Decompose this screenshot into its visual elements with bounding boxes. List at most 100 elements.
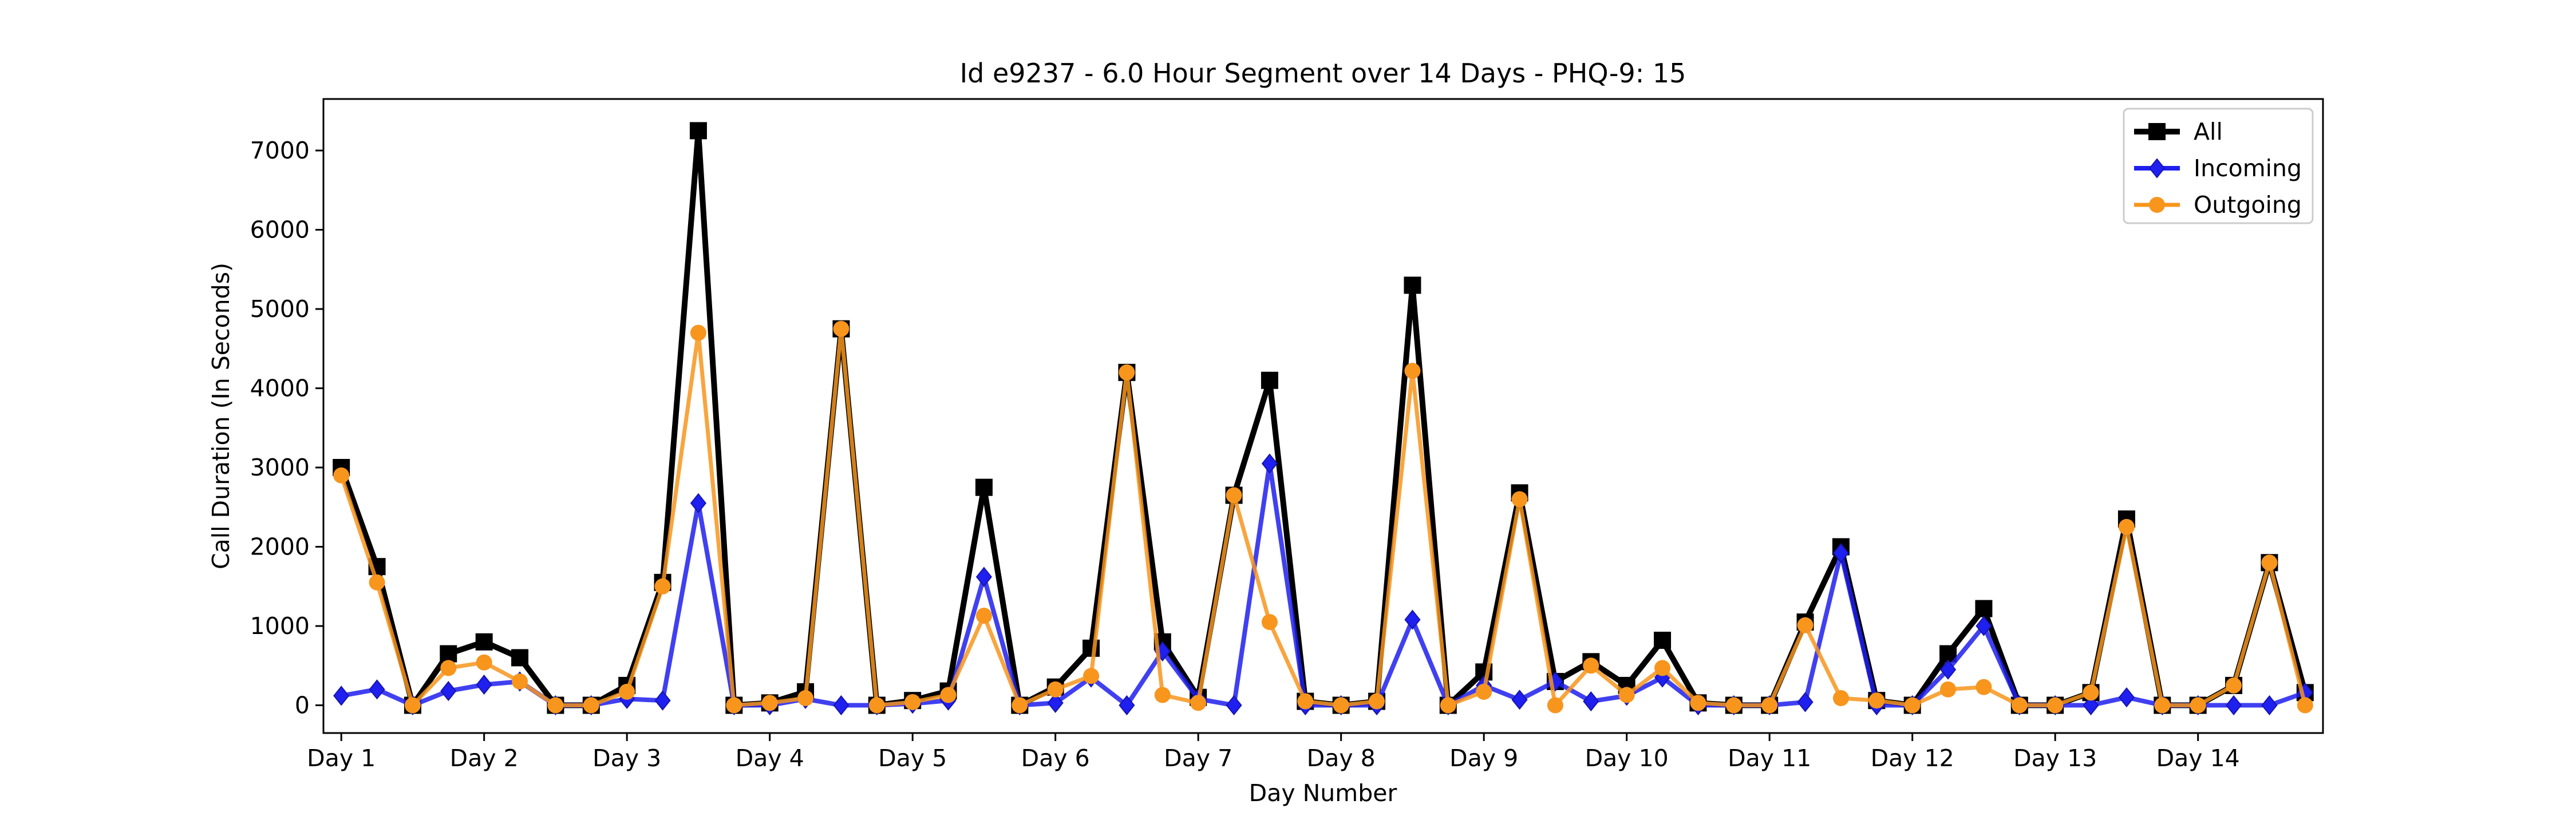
- legend-item-outgoing: Outgoing: [2134, 191, 2302, 219]
- data-point-outgoing: [1761, 697, 1778, 714]
- data-point-all: [1404, 276, 1421, 294]
- data-point-outgoing: [1083, 668, 1100, 684]
- data-point-all: [1261, 371, 1278, 389]
- data-point-incoming: [975, 566, 993, 587]
- data-point-outgoing: [583, 697, 599, 714]
- data-point-incoming: [1226, 695, 1242, 716]
- y-tick-label: 7000: [250, 137, 310, 164]
- legend-marker: [2149, 197, 2165, 213]
- data-point-incoming: [1261, 453, 1278, 474]
- y-tick-label: 5000: [250, 295, 310, 323]
- x-axis-label: Day Number: [1249, 779, 1397, 807]
- data-point-outgoing: [2118, 518, 2135, 535]
- data-point-outgoing: [1154, 687, 1171, 703]
- legend-marker: [2148, 158, 2166, 179]
- x-tick-label: Day 2: [450, 744, 519, 772]
- data-point-outgoing: [761, 695, 778, 711]
- data-point-outgoing: [1047, 681, 1064, 698]
- data-point-outgoing: [1333, 697, 1349, 714]
- x-tick-label: Day 10: [1585, 744, 1669, 772]
- data-point-outgoing: [1725, 697, 1742, 714]
- data-point-incoming: [476, 674, 492, 695]
- data-point-outgoing: [654, 578, 671, 595]
- data-point-all: [475, 633, 493, 651]
- data-point-outgoing: [404, 697, 421, 714]
- data-point-outgoing: [2047, 697, 2064, 714]
- data-point-outgoing: [975, 608, 992, 624]
- data-point-outgoing: [1904, 697, 1921, 714]
- x-tick-label: Day 3: [592, 744, 661, 772]
- data-point-incoming: [1047, 692, 1064, 713]
- legend-marker: [2148, 123, 2166, 140]
- data-point-all: [1654, 631, 1672, 649]
- data-point-outgoing: [1012, 697, 1028, 714]
- data-point-outgoing: [2083, 684, 2099, 701]
- data-point-outgoing: [833, 320, 850, 337]
- data-point-incoming: [654, 690, 671, 711]
- data-point-outgoing: [440, 660, 457, 676]
- data-point-all: [1975, 600, 1993, 617]
- data-point-outgoing: [1797, 617, 1814, 633]
- data-point-outgoing: [619, 683, 635, 700]
- data-point-incoming: [2225, 695, 2242, 716]
- data-point-outgoing: [1976, 679, 1992, 695]
- data-point-outgoing: [1690, 695, 1706, 711]
- x-tick-label: Day 13: [2013, 744, 2097, 772]
- series-line-outgoing: [339, 327, 2308, 707]
- data-point-outgoing: [1583, 657, 1599, 674]
- legend-item-all: All: [2134, 118, 2223, 145]
- data-point-outgoing: [2011, 697, 2028, 714]
- data-point-incoming: [2083, 695, 2099, 716]
- chart-title: Id e9237 - 6.0 Hour Segment over 14 Days…: [960, 58, 1686, 89]
- data-point-outgoing: [726, 697, 742, 714]
- y-axis-label: Call Duration (In Seconds): [207, 263, 235, 569]
- data-point-outgoing: [1618, 687, 1635, 703]
- data-point-outgoing: [1547, 697, 1563, 714]
- data-point-outgoing: [1832, 690, 1849, 707]
- data-point-all: [511, 649, 529, 667]
- data-point-outgoing: [1404, 363, 1421, 379]
- data-point-outgoing: [904, 694, 921, 710]
- data-point-outgoing: [1190, 695, 1207, 711]
- data-point-all: [975, 478, 993, 496]
- data-point-outgoing: [1940, 681, 1957, 698]
- data-point-all: [1082, 639, 1100, 657]
- data-point-outgoing: [512, 673, 528, 690]
- legend-item-incoming: Incoming: [2134, 154, 2302, 182]
- series-outgoing: [333, 320, 2313, 714]
- data-point-incoming: [2118, 687, 2135, 708]
- data-point-incoming: [1404, 609, 1421, 630]
- data-point-incoming: [369, 679, 385, 700]
- data-point-outgoing: [1476, 683, 1492, 700]
- series-line-all: [338, 128, 2308, 708]
- data-point-outgoing: [2190, 697, 2206, 714]
- data-point-outgoing: [333, 467, 350, 484]
- data-point-outgoing: [1119, 364, 1135, 381]
- data-point-outgoing: [2154, 697, 2171, 714]
- data-point-outgoing: [868, 697, 885, 714]
- series-all: [333, 122, 2314, 714]
- x-tick-label: Day 4: [736, 744, 804, 772]
- data-point-incoming: [1939, 659, 1957, 680]
- data-point-outgoing: [1226, 487, 1242, 504]
- data-point-outgoing: [1369, 693, 1385, 710]
- y-tick-label: 1000: [250, 612, 310, 640]
- x-tick-label: Day 9: [1449, 744, 1518, 772]
- data-point-outgoing: [940, 687, 957, 703]
- data-point-outgoing: [1297, 693, 1314, 710]
- x-tick-label: Day 8: [1307, 744, 1376, 772]
- data-point-outgoing: [547, 697, 564, 714]
- data-point-outgoing: [1654, 660, 1671, 676]
- data-point-incoming: [1583, 691, 1599, 712]
- data-point-outgoing: [1261, 614, 1278, 631]
- data-point-outgoing: [1511, 491, 1528, 508]
- x-tick-label: Day 5: [878, 744, 947, 772]
- legend-label: All: [2194, 118, 2223, 145]
- data-point-incoming: [333, 686, 350, 706]
- data-point-outgoing: [1868, 692, 1885, 709]
- legend-label: Incoming: [2194, 154, 2302, 182]
- data-point-all: [689, 122, 707, 140]
- data-point-outgoing: [797, 690, 814, 707]
- plot-frame: [322, 98, 2324, 734]
